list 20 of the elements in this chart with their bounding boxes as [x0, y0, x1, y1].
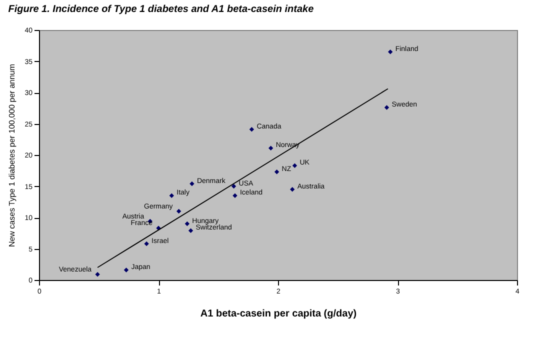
point	[232, 193, 238, 198]
point	[290, 187, 295, 192]
point	[169, 193, 174, 198]
point	[188, 228, 194, 233]
point	[249, 127, 254, 132]
point	[274, 170, 280, 174]
point	[95, 272, 100, 277]
chart-title: Figure 1. Incidence of Type 1 diabetes and A1 beta-casein intake	[8, 4, 314, 15]
point	[292, 163, 298, 168]
y-axis-title: New cases Type 1 diabetes per 100,000 per annum	[8, 64, 17, 248]
point	[144, 241, 149, 246]
point	[268, 146, 274, 150]
point	[190, 181, 194, 186]
point	[388, 50, 393, 54]
point	[176, 208, 182, 214]
point	[231, 184, 236, 189]
point	[184, 221, 190, 226]
point	[384, 105, 390, 110]
x-axis-title: A1 beta-casein per capita (g/day)	[200, 308, 357, 320]
point	[124, 268, 129, 272]
